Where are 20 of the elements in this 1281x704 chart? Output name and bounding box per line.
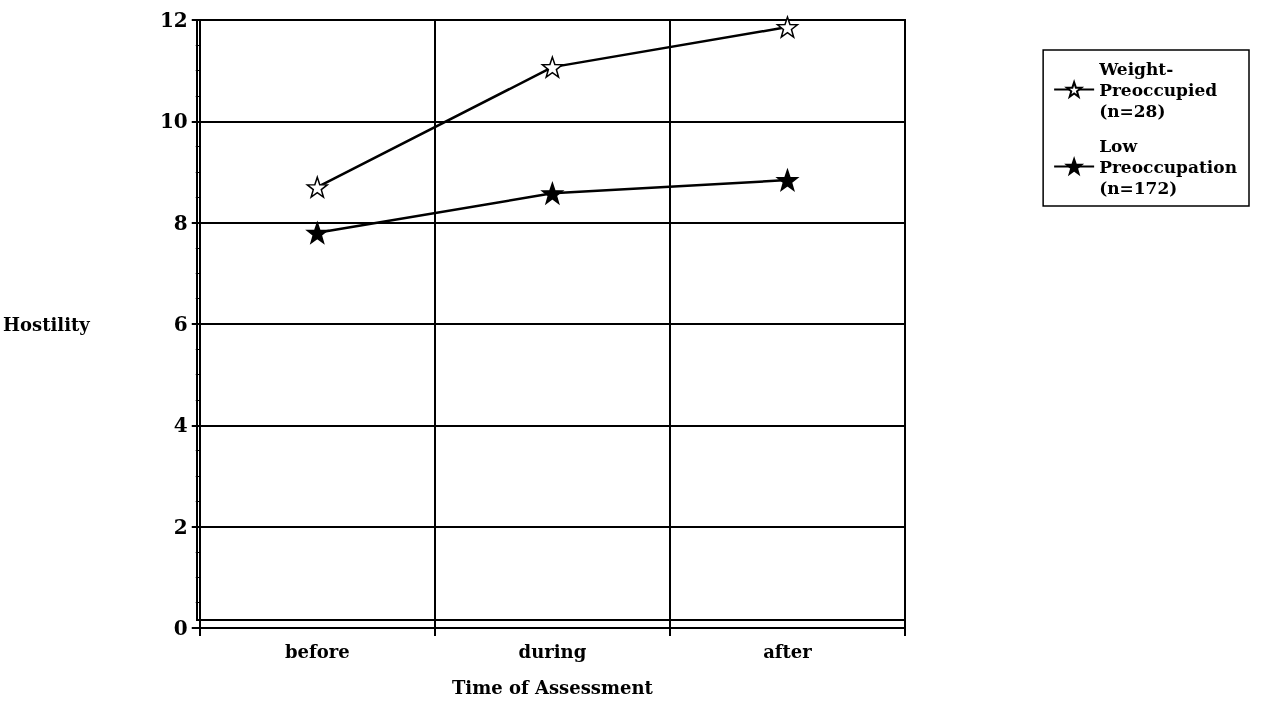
y-axis-title: Hostility — [3, 313, 91, 335]
point — [541, 56, 564, 78]
x-tick-label: during — [518, 640, 587, 662]
x-tick-label: before — [284, 640, 350, 662]
y-tick-label: 12 — [159, 8, 188, 32]
y-tick-label: 8 — [173, 210, 188, 235]
point — [306, 176, 329, 198]
point — [541, 182, 564, 205]
y-tick-label: 6 — [173, 312, 188, 336]
point — [306, 222, 329, 244]
x-tick-label: after — [763, 640, 813, 662]
legend-label: Low Preoccupation (n=172) — [1099, 135, 1238, 198]
point — [776, 16, 799, 38]
y-tick-label: 4 — [173, 413, 188, 438]
point — [776, 169, 799, 191]
y-tick-label: 10 — [159, 109, 188, 134]
legend-label: Weight- Preoccupied (n=28) — [1098, 58, 1218, 121]
y-tick-label: 0 — [173, 616, 188, 640]
y-tick-label: 2 — [173, 514, 188, 539]
x-axis-title: Time of Assessment — [451, 676, 654, 698]
